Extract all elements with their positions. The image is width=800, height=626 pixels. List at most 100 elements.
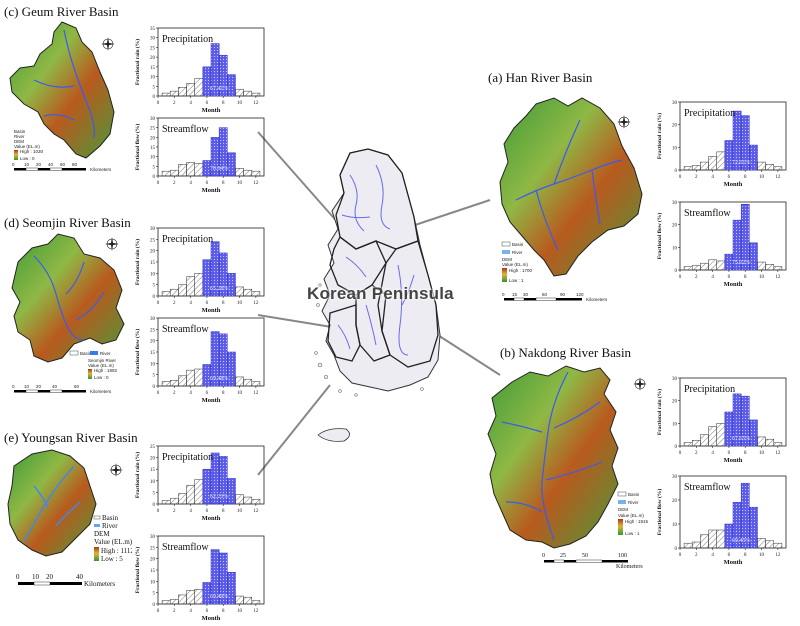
highlight-percent-label: 70.84% bbox=[210, 166, 229, 172]
bar-month-10 bbox=[235, 494, 244, 505]
bar-month-3 bbox=[178, 594, 187, 605]
basin-map-youngsan: Basin River DEM Value (EL.m) High : 1112… bbox=[7, 449, 132, 588]
x-tick-label: 10 bbox=[237, 101, 243, 106]
x-tick-label: 2 bbox=[173, 181, 176, 186]
svg-text:15: 15 bbox=[512, 292, 518, 297]
bar-month-3 bbox=[178, 87, 187, 97]
y-tick-label: 20 bbox=[672, 499, 678, 504]
jeju-island bbox=[317, 428, 350, 442]
bar-month-5 bbox=[716, 423, 726, 447]
bar-month-10 bbox=[757, 538, 766, 549]
y-axis-label: Fractional rain (%) bbox=[134, 39, 141, 85]
highlight-percent-label: 75.02% bbox=[732, 260, 751, 266]
bar-month-1 bbox=[683, 442, 693, 447]
x-tick-label: 0 bbox=[679, 451, 682, 456]
bar-month-4 bbox=[186, 369, 195, 387]
svg-text:10: 10 bbox=[24, 162, 30, 167]
x-tick-label: 2 bbox=[695, 175, 698, 180]
x-tick-label: 0 bbox=[157, 509, 160, 514]
svg-text:40: 40 bbox=[48, 162, 54, 167]
chart-han-precipitation: 0 10 20 30 0 2 4 6 8 10 12 72.01% Precipitation Month… bbox=[656, 101, 787, 188]
y-tick-label: 0 bbox=[153, 95, 156, 100]
svg-text:Low : 0: Low : 0 bbox=[94, 375, 109, 380]
x-tick-label: 6 bbox=[206, 509, 209, 514]
basin-shape-youngsan bbox=[7, 449, 97, 557]
svg-text:60: 60 bbox=[60, 162, 66, 167]
y-axis-label: Fractional flow (%) bbox=[134, 547, 141, 594]
bar-month-2 bbox=[169, 288, 179, 297]
bar-month-4 bbox=[186, 485, 195, 505]
svg-text:High : 1112: High : 1112 bbox=[101, 547, 132, 555]
x-axis-label: Month bbox=[202, 615, 221, 622]
basin-shape-geum bbox=[9, 21, 115, 159]
y-tick-label: 15 bbox=[150, 146, 156, 151]
bar-month-3 bbox=[178, 284, 187, 297]
y-tick-label: 5 bbox=[153, 592, 156, 597]
y-tick-label: 15 bbox=[150, 261, 156, 266]
svg-text:DEM: DEM bbox=[502, 257, 512, 262]
x-tick-label: 6 bbox=[206, 609, 209, 614]
x-tick-label: 10 bbox=[759, 175, 765, 180]
svg-text:Kilometers: Kilometers bbox=[586, 297, 608, 302]
bar-month-10 bbox=[235, 595, 244, 605]
y-tick-label: 15 bbox=[150, 66, 156, 71]
bar-month-5 bbox=[194, 78, 204, 97]
svg-text:0: 0 bbox=[502, 292, 505, 297]
svg-text:Kilometers: Kilometers bbox=[90, 167, 112, 172]
y-tick-label: 20 bbox=[672, 124, 678, 129]
x-tick-label: 10 bbox=[759, 553, 765, 558]
y-tick-label: 10 bbox=[672, 246, 678, 251]
svg-text:Low : 0: Low : 0 bbox=[20, 156, 35, 161]
svg-text:DEM: DEM bbox=[618, 507, 628, 512]
y-tick-label: 10 bbox=[672, 146, 678, 151]
y-tick-label: 0 bbox=[675, 547, 678, 552]
bar-month-12 bbox=[773, 442, 783, 447]
x-tick-label: 12 bbox=[775, 451, 781, 456]
x-tick-label: 6 bbox=[206, 391, 209, 396]
y-tick-label: 15 bbox=[150, 351, 156, 356]
y-tick-label: 30 bbox=[672, 377, 678, 382]
bar-month-8 bbox=[740, 204, 750, 271]
x-axis-label: Month bbox=[202, 307, 221, 314]
chart-geum-streamflow: 0 5 10 15 20 25 30 0 2 4 6 8 10 12 70.84% Streamflow Mon… bbox=[134, 117, 265, 194]
x-tick-label: 12 bbox=[775, 275, 781, 280]
x-axis-label: Month bbox=[724, 559, 743, 566]
svg-text:60: 60 bbox=[74, 384, 80, 389]
basin-map-seomjin: Basin River Seomjin River Value (EL.m) H… bbox=[11, 233, 125, 394]
y-tick-label: 0 bbox=[675, 269, 678, 274]
svg-text:90: 90 bbox=[560, 292, 566, 297]
chart-title: Precipitation bbox=[162, 34, 213, 45]
y-tick-label: 5 bbox=[153, 284, 156, 289]
y-axis-label: Fractional flow (%) bbox=[656, 213, 663, 260]
connector-line-youngsan bbox=[257, 384, 331, 476]
x-tick-label: 10 bbox=[237, 301, 243, 306]
highlight-percent-label: 72.01% bbox=[732, 160, 751, 166]
basin-title-geum: (c) Geum River Basin bbox=[4, 4, 119, 19]
bar-month-4 bbox=[708, 156, 717, 171]
y-tick-label: 30 bbox=[150, 227, 156, 232]
x-tick-label: 6 bbox=[728, 275, 731, 280]
legend-seomjin: Basin River Seomjin River Value (EL.m) H… bbox=[69, 350, 118, 380]
y-tick-label: 20 bbox=[150, 136, 156, 141]
bar-month-9 bbox=[227, 152, 236, 177]
chart-seomjin-precipitation: 0 5 10 15 20 25 30 0 2 4 6 8 10 12 65.28% Precipitation… bbox=[134, 227, 265, 314]
bar-month-5 bbox=[194, 368, 204, 387]
y-tick-label: 30 bbox=[672, 475, 678, 480]
x-tick-label: 0 bbox=[157, 101, 160, 106]
y-tick-label: 25 bbox=[150, 127, 156, 132]
legend-han: Basin River DEM Value (EL.m) High : 1700… bbox=[501, 241, 533, 283]
y-tick-label: 20 bbox=[150, 457, 156, 462]
bar-month-9 bbox=[749, 506, 758, 549]
bar-month-4 bbox=[708, 529, 717, 549]
x-tick-label: 0 bbox=[157, 391, 160, 396]
bar-month-10 bbox=[757, 161, 766, 171]
bar-month-11 bbox=[765, 438, 775, 447]
x-tick-label: 2 bbox=[695, 553, 698, 558]
y-tick-label: 10 bbox=[150, 480, 156, 485]
chart-title: Precipitation bbox=[162, 452, 213, 463]
svg-text:0: 0 bbox=[16, 573, 20, 581]
x-axis-label: Month bbox=[202, 397, 221, 404]
y-tick-label: 20 bbox=[150, 250, 156, 255]
y-tick-label: 10 bbox=[150, 362, 156, 367]
bar-month-11 bbox=[243, 288, 253, 297]
